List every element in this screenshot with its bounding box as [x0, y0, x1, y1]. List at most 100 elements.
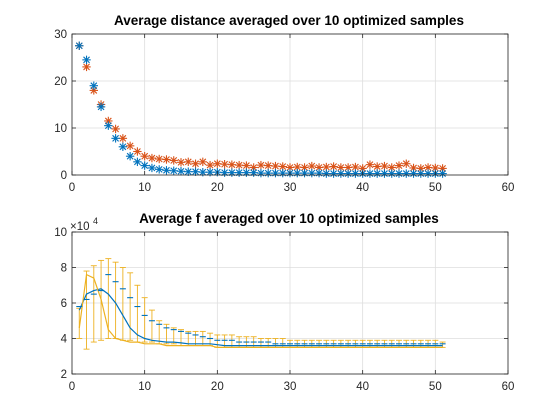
top-asterisk-point-orange — [402, 159, 411, 168]
bottom-errorbar — [148, 309, 155, 343]
top-asterisk-point-blue — [89, 81, 98, 90]
bottom-errorbar — [170, 327, 177, 345]
bottom-ytick-label: 6 — [61, 298, 67, 310]
bottom-xtick-label: 10 — [138, 381, 151, 393]
top-asterisk-point-blue — [198, 167, 207, 177]
bottom-errorbar — [83, 270, 90, 350]
top-xtick-label: 30 — [284, 182, 297, 194]
top-asterisk-point-blue — [343, 169, 353, 178]
top-asterisk-point-orange — [242, 161, 251, 170]
top-asterisk-point-blue — [111, 134, 120, 143]
bottom-chart-title: Average f averaged over 10 optimized sam… — [139, 211, 439, 226]
top-asterisk-point-orange — [147, 153, 157, 163]
y-exponent-base: ×10 — [70, 221, 90, 233]
top-asterisk-point-orange — [155, 154, 164, 164]
top-xtick-label: 60 — [502, 182, 515, 194]
top-asterisk-point-blue — [162, 166, 171, 175]
top-x-tick-labels: 0 10 20 30 40 50 60 — [69, 182, 515, 194]
top-asterisk-point-orange — [365, 160, 375, 169]
bottom-x-tick-labels: 0 10 20 30 40 50 60 — [69, 381, 515, 393]
bottom-ytick-label: 4 — [61, 334, 68, 346]
top-asterisk-point-blue — [104, 121, 113, 130]
top-ytick-label: 20 — [54, 76, 67, 88]
top-asterisk-point-orange — [227, 160, 237, 169]
top-asterisk-point-blue — [409, 169, 418, 178]
top-asterisk-point-blue — [416, 169, 425, 178]
top-asterisk-point-blue — [234, 168, 244, 177]
bottom-errorbar — [105, 258, 112, 339]
top-asterisk-point-orange — [118, 134, 128, 143]
top-asterisk-point-orange — [133, 147, 142, 156]
top-asterisk-point-blue — [155, 165, 164, 174]
top-asterisk-point-blue — [191, 167, 200, 176]
top-ytick-label: 0 — [61, 170, 67, 182]
top-asterisk-point-orange — [140, 152, 149, 161]
top-asterisk-point-blue — [96, 102, 106, 112]
bottom-series-line-0 — [78, 288, 443, 347]
top-asterisk-point-blue — [322, 169, 331, 178]
bottom-xtick-label: 50 — [429, 381, 442, 393]
bottom-errorbar — [76, 307, 83, 339]
top-asterisk-point-blue — [380, 169, 389, 178]
top-asterisk-point-blue — [329, 169, 338, 178]
top-asterisk-point-blue — [278, 168, 287, 178]
bottom-errorbar — [141, 297, 148, 343]
top-asterisk-point-orange — [184, 157, 193, 167]
top-asterisk-point-orange — [176, 158, 186, 167]
top-asterisk-point-blue — [264, 168, 273, 178]
bottom-ytick-label: 2 — [61, 369, 67, 381]
top-data-marks — [75, 41, 447, 178]
top-asterisk-point-blue — [314, 168, 324, 178]
bottom-xtick-label: 0 — [69, 381, 75, 393]
top-asterisk-point-blue — [147, 163, 157, 173]
top-asterisk-point-blue — [118, 142, 128, 151]
top-asterisk-point-blue — [402, 169, 411, 178]
top-asterisk-point-orange — [205, 160, 215, 170]
bottom-data-marks — [76, 258, 446, 350]
top-asterisk-point-blue — [169, 166, 178, 175]
top-asterisk-point-blue — [293, 168, 302, 178]
top-asterisk-point-blue — [307, 168, 316, 178]
top-asterisk-point-blue — [184, 167, 193, 176]
top-asterisk-point-blue — [351, 169, 360, 178]
top-chart-title: Average distance averaged over 10 optimi… — [114, 13, 464, 28]
top-asterisk-point-orange — [111, 124, 120, 134]
top-xtick-label: 20 — [211, 182, 224, 194]
top-asterisk-point-orange — [220, 159, 229, 169]
top-asterisk-point-blue — [82, 55, 91, 65]
bottom-tick-marks — [71, 231, 509, 375]
top-asterisk-point-blue — [394, 169, 404, 178]
top-ytick-label: 30 — [54, 29, 67, 41]
top-asterisk-point-blue — [133, 157, 142, 167]
top-axes: Average distance averaged over 10 optimi… — [54, 13, 514, 194]
top-xtick-label: 0 — [69, 182, 75, 194]
top-asterisk-point-orange — [300, 163, 309, 172]
top-asterisk-point-blue — [373, 169, 382, 178]
top-asterisk-point-orange — [373, 162, 382, 171]
top-xtick-label: 10 — [138, 182, 151, 194]
top-asterisk-point-blue — [242, 168, 251, 177]
top-asterisk-point-orange — [213, 159, 222, 168]
top-asterisk-point-blue — [249, 168, 258, 177]
top-asterisk-point-blue — [300, 168, 309, 178]
top-asterisk-point-orange — [82, 62, 91, 72]
top-asterisk-point-orange — [380, 161, 389, 171]
top-asterisk-point-orange — [307, 161, 316, 171]
top-asterisk-point-blue — [271, 168, 280, 178]
top-xtick-label: 50 — [429, 182, 442, 194]
bottom-errorbar — [127, 272, 134, 341]
bottom-axes: Average f averaged over 10 optimized sam… — [54, 211, 514, 393]
top-asterisk-point-blue — [140, 161, 149, 170]
bottom-ytick-label: 10 — [54, 227, 67, 239]
top-asterisk-point-blue — [365, 169, 375, 178]
top-asterisk-point-blue — [125, 152, 135, 161]
top-asterisk-point-blue — [227, 168, 237, 177]
top-asterisk-point-blue — [75, 41, 84, 50]
bottom-xtick-label: 60 — [502, 381, 515, 393]
top-asterisk-point-blue — [256, 168, 266, 178]
top-asterisk-point-orange — [191, 159, 200, 168]
top-y-tick-labels: 0 10 20 30 — [54, 29, 67, 182]
top-asterisk-point-orange — [264, 161, 273, 170]
bottom-xtick-label: 40 — [356, 381, 369, 393]
top-asterisk-point-orange — [271, 161, 280, 171]
